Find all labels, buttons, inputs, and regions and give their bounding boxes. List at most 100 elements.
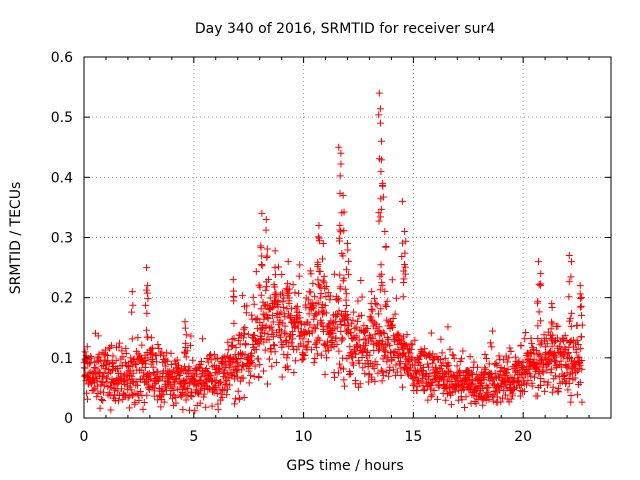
data-point <box>282 330 290 338</box>
data-point-peak <box>143 326 151 334</box>
data-point <box>312 325 320 333</box>
data-point <box>100 382 108 390</box>
data-point-peak <box>271 264 279 272</box>
data-point <box>448 388 456 396</box>
data-point <box>376 286 384 294</box>
data-point <box>437 355 445 363</box>
data-point <box>371 319 379 327</box>
data-point-peak <box>535 258 543 266</box>
data-point <box>388 276 396 284</box>
data-point <box>291 357 299 365</box>
data-point-peak <box>284 258 292 266</box>
data-point <box>316 336 324 344</box>
data-point <box>261 329 269 337</box>
data-point <box>163 357 171 365</box>
data-point <box>206 352 214 360</box>
data-point <box>107 368 115 376</box>
data-point <box>269 303 277 311</box>
data-point <box>481 364 489 372</box>
data-point <box>272 292 280 300</box>
data-point <box>346 343 354 351</box>
data-point <box>100 350 108 358</box>
data-point-peak <box>577 303 585 311</box>
data-point <box>434 369 442 377</box>
data-point <box>571 374 579 382</box>
data-point <box>336 285 344 293</box>
data-point-peak <box>340 227 348 235</box>
data-point-peak <box>400 275 408 283</box>
data-point <box>334 369 342 377</box>
data-point <box>238 292 246 300</box>
data-point <box>316 294 324 302</box>
data-point <box>428 391 436 399</box>
data-point <box>576 361 584 369</box>
data-point <box>185 363 193 371</box>
data-point <box>517 387 525 395</box>
data-point <box>149 344 157 352</box>
data-point-peak <box>340 274 348 282</box>
data-point <box>255 374 263 382</box>
data-point <box>427 329 435 337</box>
data-point <box>112 357 120 365</box>
data-point <box>237 351 245 359</box>
data-point <box>554 388 562 396</box>
data-point <box>322 309 330 317</box>
data-point <box>534 392 542 400</box>
data-point <box>397 364 405 372</box>
data-point <box>377 305 385 313</box>
data-point <box>337 320 345 328</box>
data-point-peak <box>143 333 151 341</box>
data-point <box>564 386 572 394</box>
data-point-peak <box>379 193 387 201</box>
data-point <box>132 361 140 369</box>
data-point <box>389 321 397 329</box>
data-point <box>383 297 391 305</box>
data-point-peak <box>343 290 351 298</box>
data-point <box>265 305 273 313</box>
data-point <box>87 353 95 361</box>
data-point <box>152 352 160 360</box>
data-point <box>264 380 272 388</box>
data-point-peak <box>565 252 573 260</box>
data-point <box>247 358 255 366</box>
data-point <box>520 387 528 395</box>
data-point <box>316 267 324 275</box>
data-point <box>281 313 289 321</box>
data-point-peak <box>577 302 585 310</box>
data-point <box>507 347 515 355</box>
data-point <box>528 382 536 390</box>
data-point <box>550 375 558 383</box>
chart-title: Day 340 of 2016, SRMTID for receiver sur… <box>195 21 495 37</box>
data-point <box>268 311 276 319</box>
data-point <box>527 334 535 342</box>
data-point <box>254 339 262 347</box>
data-point <box>225 364 233 372</box>
data-point <box>568 369 576 377</box>
data-point-peak <box>263 283 271 291</box>
data-point-peak <box>129 301 137 309</box>
data-point <box>168 395 176 403</box>
data-point <box>234 387 242 395</box>
data-point <box>242 340 250 348</box>
data-point <box>317 290 325 298</box>
data-point <box>196 376 204 384</box>
data-point <box>202 403 210 411</box>
data-point <box>216 379 224 387</box>
data-point <box>217 378 225 386</box>
data-point-peak <box>144 282 152 290</box>
data-point <box>444 323 452 331</box>
data-point <box>548 342 556 350</box>
data-point-peak <box>336 172 344 180</box>
data-point <box>479 374 487 382</box>
data-point <box>182 390 190 398</box>
data-point <box>253 314 261 322</box>
data-point <box>578 398 586 406</box>
data-point <box>447 401 455 409</box>
data-point-peak <box>381 227 389 235</box>
data-point <box>172 399 180 407</box>
data-point <box>421 386 429 394</box>
data-point <box>537 381 545 389</box>
data-point <box>433 395 441 403</box>
data-point <box>336 271 344 279</box>
data-point-peak <box>271 271 279 279</box>
